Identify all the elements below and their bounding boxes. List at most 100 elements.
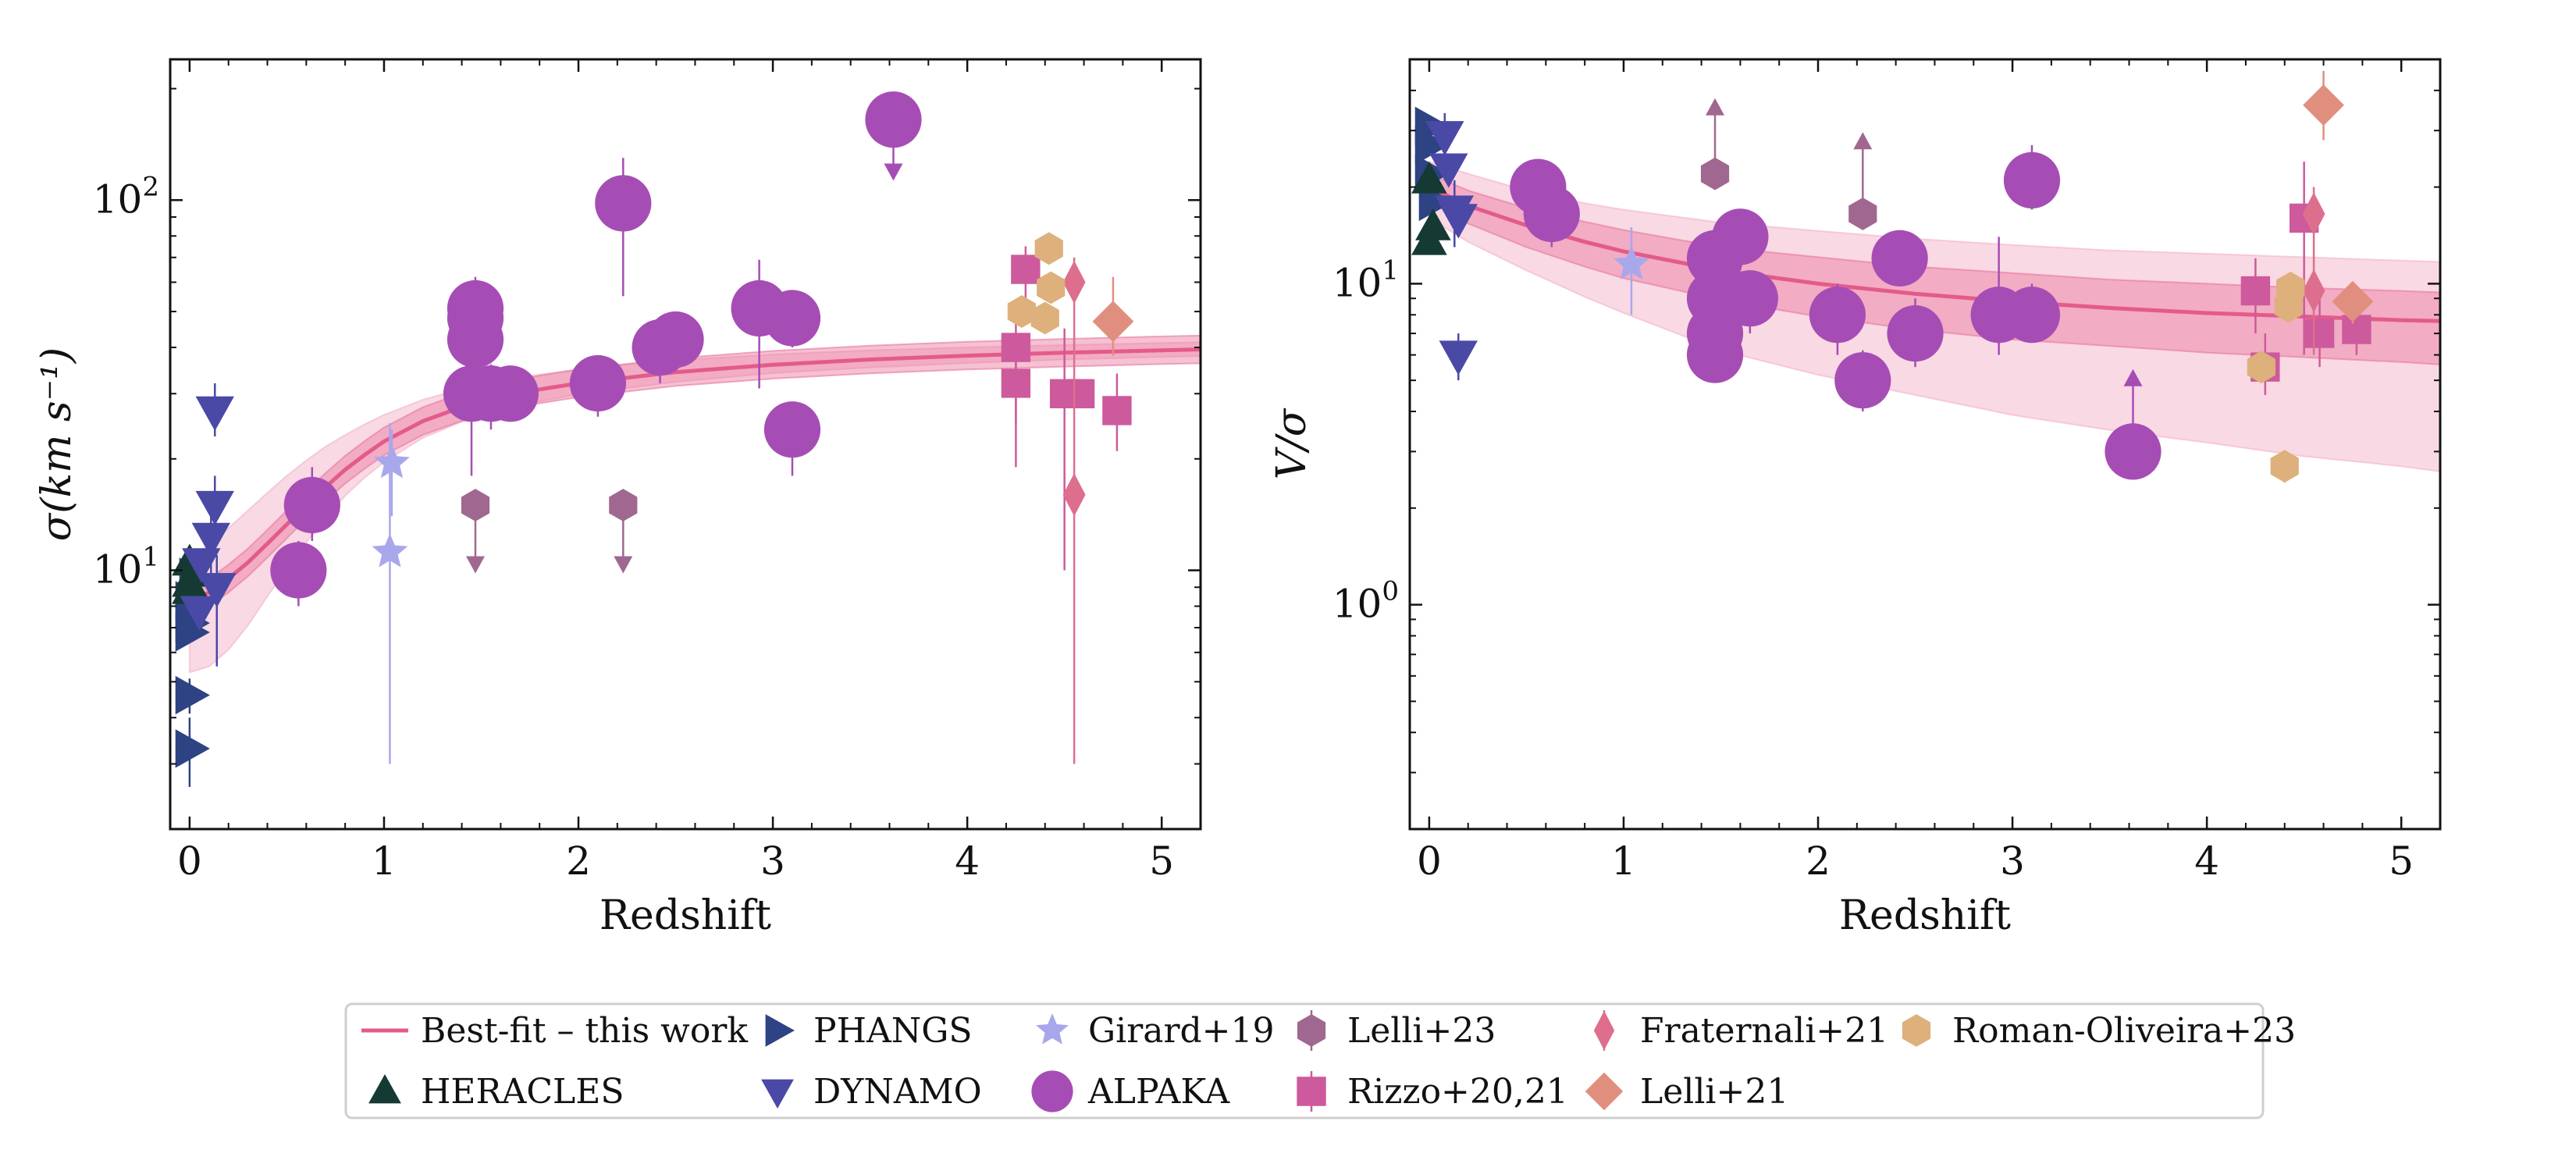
data-point xyxy=(1062,260,1086,304)
data-point xyxy=(569,354,627,412)
v-sigma-panel: 0 1 2 3 4 5 100 101 Redshift V/σ xyxy=(1268,58,2442,939)
data-point xyxy=(180,596,219,631)
legend-label: DYNAMO xyxy=(813,1072,982,1112)
series-girard-19 xyxy=(372,422,410,764)
lower-limit-arrow xyxy=(2123,368,2143,386)
data-point xyxy=(1030,301,1059,335)
data-point xyxy=(175,613,210,652)
data-point xyxy=(461,489,490,521)
data-point xyxy=(1092,301,1134,343)
data-point xyxy=(175,675,210,715)
legend-entry-phangs: PHANGS xyxy=(765,1011,973,1051)
data-point xyxy=(1712,208,1769,265)
data-point xyxy=(1439,204,1478,239)
data-point xyxy=(482,365,539,422)
data-point xyxy=(1834,352,1891,409)
data-point xyxy=(2003,287,2061,343)
legend-marker xyxy=(1031,1070,1073,1112)
data-point xyxy=(1011,254,1041,284)
bestfit-line xyxy=(188,347,1201,603)
data-point xyxy=(1102,396,1132,425)
data-point xyxy=(1062,473,1086,517)
data-point xyxy=(2342,315,2371,344)
data-point xyxy=(1411,161,1447,194)
data-point xyxy=(182,548,221,583)
y-tick-label: 101 xyxy=(1332,254,1399,305)
legend-entry-lelli-23: Lelli+23 xyxy=(1297,1010,1496,1051)
legend-entry-alpaka: ALPAKA xyxy=(1031,1070,1230,1112)
x-tick-label: 5 xyxy=(1149,838,1174,884)
plot-area xyxy=(172,91,1201,787)
legend-label: Girard+19 xyxy=(1088,1011,1275,1051)
series-lelli-23 xyxy=(1700,98,1877,230)
data-point xyxy=(1686,326,1744,383)
series-alpaka xyxy=(1510,145,2161,480)
legend-entry-lelli-21: Lelli+21 xyxy=(1585,1072,1788,1112)
series-roman-oliveira-23 xyxy=(1007,232,1066,335)
upper-limit-arrow xyxy=(614,556,633,574)
data-point xyxy=(374,443,410,479)
data-point xyxy=(1065,379,1095,408)
series-roman-oliveira-23 xyxy=(2247,271,2305,483)
legend-label: Roman-Oliveira+23 xyxy=(1952,1011,2296,1051)
data-point xyxy=(372,533,408,568)
axes-frame xyxy=(169,58,1202,831)
data-point xyxy=(763,401,821,458)
bestfit-outer-band xyxy=(188,341,1201,674)
legend-marker xyxy=(1297,1077,1326,1106)
series-rizzo-20-21 xyxy=(1001,246,1132,571)
y-tick-label: 100 xyxy=(1332,576,1399,627)
data-point xyxy=(1411,222,1447,255)
data-point xyxy=(2270,450,2299,483)
legend-label: Rizzo+20,21 xyxy=(1347,1072,1568,1112)
x-tick-label: 4 xyxy=(955,838,980,884)
data-point xyxy=(1721,270,1778,327)
data-point xyxy=(175,729,210,768)
y-tick-label: 102 xyxy=(93,171,159,222)
data-point xyxy=(1007,295,1036,328)
legend-label: Best-fit – this work xyxy=(421,1011,748,1051)
legend-marker xyxy=(368,1074,401,1104)
series-lelli-23 xyxy=(461,489,638,574)
legend-label: Lelli+23 xyxy=(1347,1011,1496,1051)
x-tick-label: 0 xyxy=(177,838,202,884)
x-tick-label: 2 xyxy=(566,838,591,884)
series-fraternali-21 xyxy=(2302,187,2325,355)
legend-label: Fraternali+21 xyxy=(1640,1011,1888,1051)
data-point xyxy=(1429,153,1468,188)
data-point xyxy=(1871,230,1928,287)
legend-label: ALPAKA xyxy=(1087,1072,1230,1112)
legend: Best-fit – this work HERACLES PHANGS DYNAMO… xyxy=(344,1002,2296,1119)
x-axis-title: Redshift xyxy=(1839,892,2011,939)
lower-limit-arrow xyxy=(1706,98,1725,116)
x-tick-label: 3 xyxy=(2000,838,2025,884)
data-point xyxy=(865,91,922,148)
plot-area xyxy=(1411,70,2440,483)
data-point xyxy=(1809,287,1866,343)
data-point xyxy=(2304,319,2335,348)
bestfit-inner-band xyxy=(1428,173,2440,365)
x-tick-label: 1 xyxy=(1611,838,1636,884)
data-point xyxy=(1523,185,1580,243)
data-point xyxy=(609,489,638,521)
series-girard-19 xyxy=(1614,227,1649,315)
data-point xyxy=(1425,121,1464,156)
legend-marker xyxy=(761,1079,794,1109)
data-point xyxy=(647,311,704,368)
data-point xyxy=(763,290,821,347)
y-tick-label: 101 xyxy=(93,542,159,593)
data-point xyxy=(1614,245,1649,279)
legend-entry-heracles: HERACLES xyxy=(368,1072,624,1112)
data-point xyxy=(2332,280,2374,322)
x-tick-label: 2 xyxy=(1806,838,1831,884)
data-point xyxy=(270,542,327,599)
data-point xyxy=(1700,157,1730,190)
data-point xyxy=(195,396,234,431)
legend-entry-girard-19: Girard+19 xyxy=(1036,1011,1275,1051)
x-tick-label: 3 xyxy=(760,838,785,884)
x-tick-label: 4 xyxy=(2194,838,2219,884)
data-point xyxy=(595,175,652,232)
series-alpaka xyxy=(270,91,922,607)
data-point xyxy=(2105,423,2161,480)
legend-entry-rizzo-20-21: Rizzo+20,21 xyxy=(1297,1071,1568,1112)
